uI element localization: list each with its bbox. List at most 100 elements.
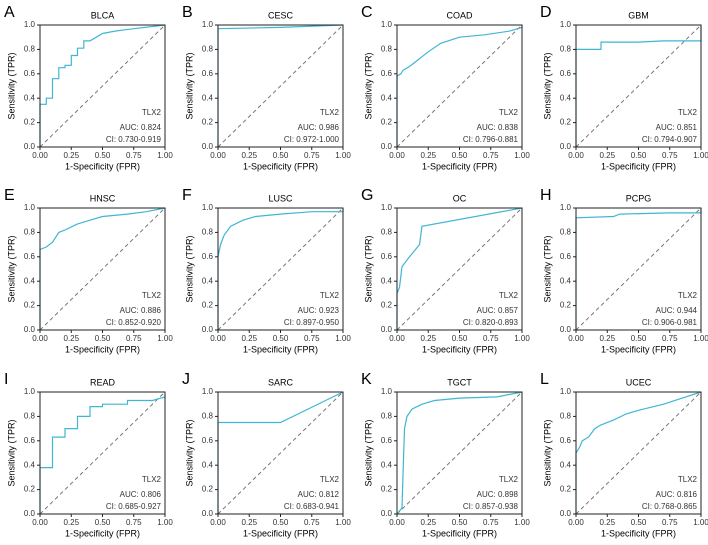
roc-curve bbox=[575, 391, 702, 514]
panel-letter: D bbox=[540, 4, 552, 21]
y-tick-label: 0.8 bbox=[202, 45, 214, 54]
y-axis-title: Sensitivity (TPR) bbox=[542, 52, 552, 119]
panel-letter: J bbox=[182, 371, 190, 388]
x-tick-label: 0.50 bbox=[631, 151, 647, 160]
annotation: CI: 0.972-1.000 bbox=[284, 135, 340, 144]
x-tick-label: 0.50 bbox=[273, 151, 289, 160]
x-tick-label: 1.00 bbox=[335, 334, 351, 343]
reference-line bbox=[217, 24, 344, 148]
y-tick-label: 0.4 bbox=[381, 93, 393, 102]
y-axis-title: Sensitivity (TPR) bbox=[6, 235, 16, 302]
annotation: CI: 0.683-0.941 bbox=[284, 502, 340, 511]
x-tick-label: 0.00 bbox=[210, 334, 226, 343]
reference-line bbox=[575, 24, 702, 148]
y-tick-label: 0.2 bbox=[202, 485, 214, 494]
legend-label: TLX2 bbox=[499, 291, 519, 300]
x-tick-label: 0.25 bbox=[599, 334, 615, 343]
x-tick-label: 0.50 bbox=[452, 334, 468, 343]
x-tick-label: 1.00 bbox=[514, 518, 530, 527]
reference-line bbox=[39, 207, 166, 331]
x-tick-label: 0.50 bbox=[95, 518, 111, 527]
y-tick-label: 0.8 bbox=[24, 45, 36, 54]
y-axis-title: Sensitivity (TPR) bbox=[184, 235, 194, 302]
y-tick-label: 0.4 bbox=[24, 93, 36, 102]
y-tick-label: 0.4 bbox=[24, 276, 36, 285]
y-axis-title: Sensitivity (TPR) bbox=[184, 419, 194, 486]
x-tick-label: 0.25 bbox=[599, 518, 615, 527]
x-tick-label: 0.75 bbox=[662, 518, 678, 527]
annotation: CI: 0.685-0.927 bbox=[106, 502, 162, 511]
reference-line bbox=[217, 391, 344, 515]
annotation: CI: 0.768-0.865 bbox=[642, 502, 698, 511]
x-tick-label: 0.75 bbox=[126, 518, 142, 527]
annotation: CI: 0.796-0.881 bbox=[463, 135, 519, 144]
y-tick-label: 0.4 bbox=[560, 93, 572, 102]
y-tick-label: 0.4 bbox=[202, 460, 214, 469]
x-tick-label: 0.75 bbox=[304, 151, 320, 160]
panel-letter: B bbox=[182, 4, 193, 21]
reference-line bbox=[39, 391, 166, 515]
annotation: CI: 0.794-0.907 bbox=[642, 135, 698, 144]
annotation: AUC: 0.812 bbox=[298, 490, 340, 499]
y-tick-label: 0.2 bbox=[381, 118, 393, 127]
y-tick-label: 0.4 bbox=[202, 93, 214, 102]
legend-label: TLX2 bbox=[320, 291, 340, 300]
y-tick-label: 1.0 bbox=[381, 387, 393, 396]
x-axis-title: 1-Specificity (FPR) bbox=[65, 528, 140, 538]
y-tick-label: 1.0 bbox=[560, 20, 572, 29]
x-tick-label: 0.75 bbox=[304, 518, 320, 527]
x-tick-label: 0.00 bbox=[389, 518, 405, 527]
y-tick-label: 0.2 bbox=[381, 301, 393, 310]
x-tick-label: 0.25 bbox=[63, 518, 79, 527]
y-tick-label: 0.0 bbox=[24, 142, 36, 151]
y-tick-label: 1.0 bbox=[202, 20, 214, 29]
y-tick-label: 0.6 bbox=[381, 436, 393, 445]
x-tick-label: 0.00 bbox=[32, 518, 48, 527]
x-axis-title: 1-Specificity (FPR) bbox=[422, 161, 497, 171]
annotation: AUC: 0.857 bbox=[477, 306, 519, 315]
y-tick-label: 0.6 bbox=[24, 436, 36, 445]
y-tick-label: 0.2 bbox=[381, 485, 393, 494]
roc-curve bbox=[39, 24, 166, 147]
x-tick-label: 0.75 bbox=[304, 334, 320, 343]
y-tick-label: 0.6 bbox=[381, 252, 393, 261]
y-tick-label: 0.4 bbox=[381, 276, 393, 285]
reference-line bbox=[575, 207, 702, 331]
y-tick-label: 0.8 bbox=[381, 412, 393, 421]
panel-title: SARC bbox=[268, 377, 294, 387]
y-tick-label: 0.8 bbox=[381, 228, 393, 237]
x-tick-label: 1.00 bbox=[335, 151, 351, 160]
x-axis-title: 1-Specificity (FPR) bbox=[422, 528, 497, 538]
y-tick-label: 1.0 bbox=[560, 387, 572, 396]
y-tick-label: 0.2 bbox=[202, 118, 214, 127]
x-tick-label: 0.75 bbox=[126, 151, 142, 160]
x-tick-label: 0.25 bbox=[241, 518, 257, 527]
panel-letter: E bbox=[4, 187, 15, 204]
x-tick-label: 0.25 bbox=[63, 334, 79, 343]
panel-title: COAD bbox=[446, 10, 473, 20]
y-tick-label: 0.2 bbox=[560, 485, 572, 494]
x-tick-label: 0.25 bbox=[420, 151, 436, 160]
reference-line bbox=[396, 24, 523, 148]
x-axis-title: 1-Specificity (FPR) bbox=[243, 344, 318, 354]
x-tick-label: 1.00 bbox=[335, 518, 351, 527]
reference-line bbox=[575, 391, 702, 515]
legend-label: TLX2 bbox=[678, 291, 698, 300]
x-tick-label: 0.75 bbox=[662, 151, 678, 160]
annotation: AUC: 0.898 bbox=[477, 490, 519, 499]
x-tick-label: 0.25 bbox=[420, 334, 436, 343]
x-tick-label: 0.00 bbox=[568, 151, 584, 160]
roc-curve bbox=[39, 396, 166, 514]
annotation: CI: 0.906-0.981 bbox=[642, 318, 698, 327]
x-axis-title: 1-Specificity (FPR) bbox=[65, 344, 140, 354]
y-tick-label: 0.8 bbox=[560, 45, 572, 54]
panel-letter: H bbox=[540, 187, 552, 204]
panel-title: BLCA bbox=[91, 10, 115, 20]
legend-label: TLX2 bbox=[499, 108, 519, 117]
y-tick-label: 0.2 bbox=[24, 485, 36, 494]
y-tick-label: 0.8 bbox=[202, 228, 214, 237]
panel-title: HNSC bbox=[90, 193, 116, 203]
x-tick-label: 0.50 bbox=[452, 518, 468, 527]
x-tick-label: 1.00 bbox=[514, 334, 530, 343]
panel-title: PCPG bbox=[626, 193, 652, 203]
